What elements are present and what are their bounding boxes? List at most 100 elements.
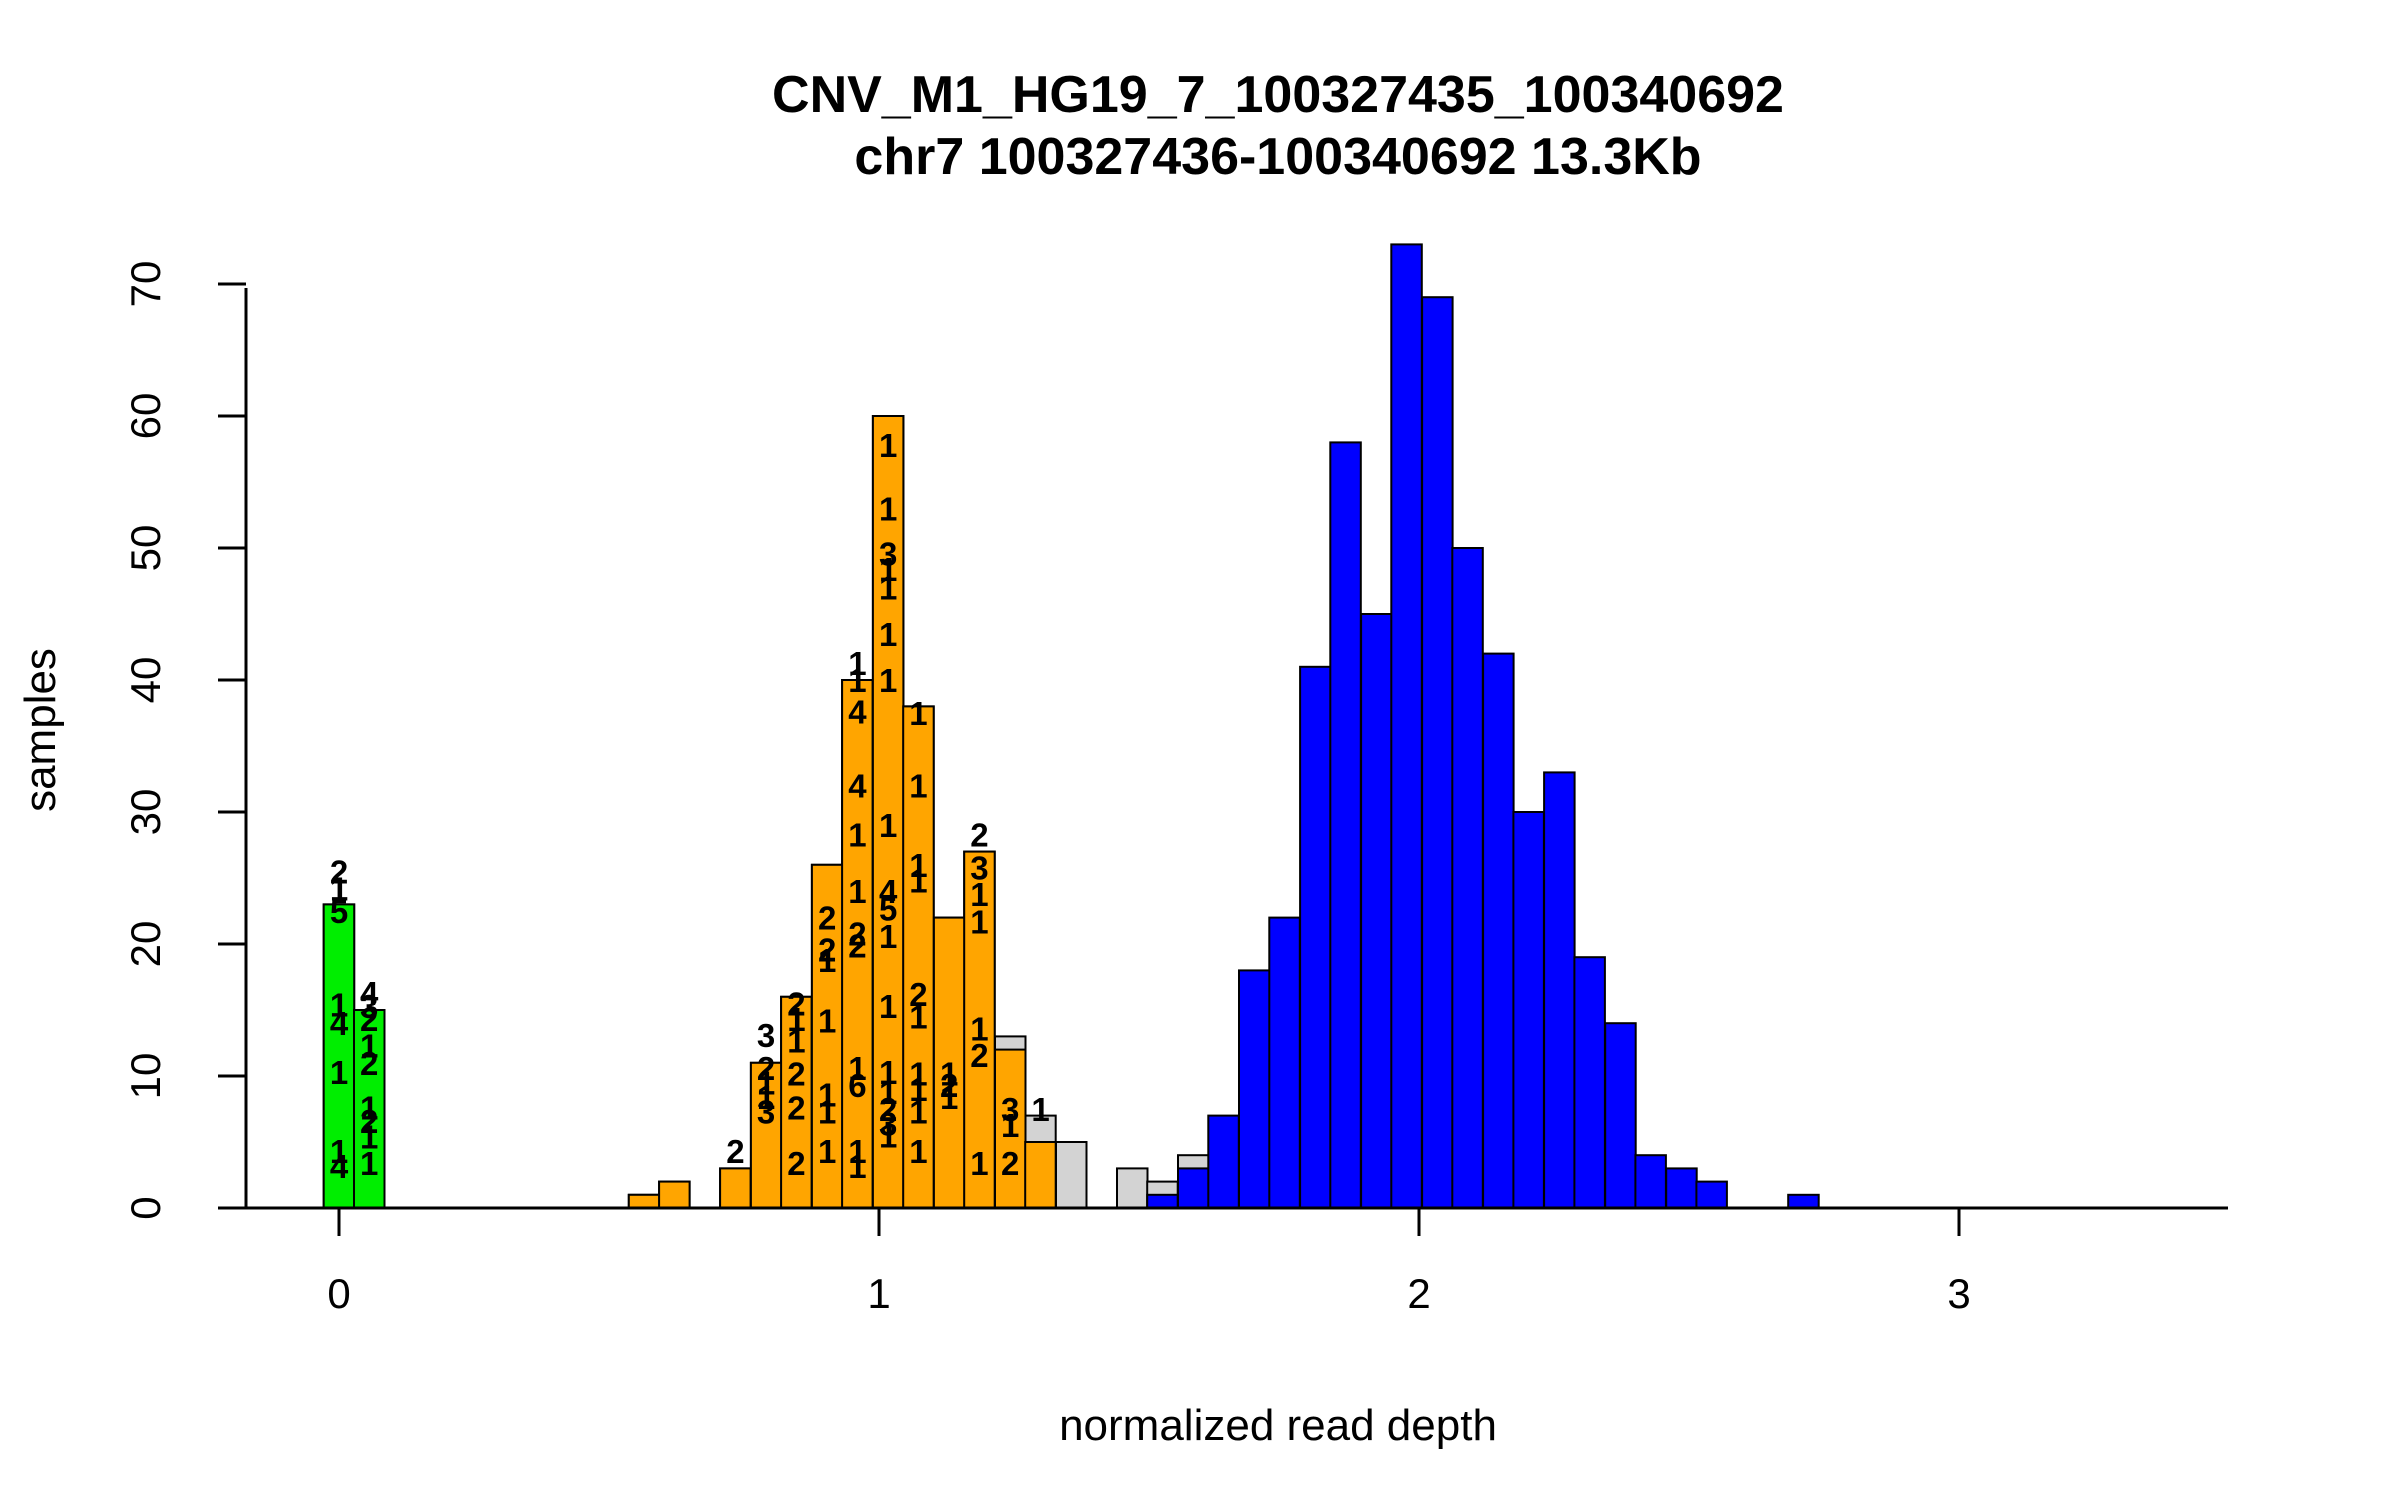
bar-count-label: 2 bbox=[360, 1103, 378, 1140]
bar-count-label: 1 bbox=[940, 1055, 958, 1092]
bar-count-label: 1 bbox=[818, 1003, 836, 1040]
bar-count-label: 5 bbox=[879, 890, 897, 927]
bar-two_copy-5 bbox=[1299, 665, 1332, 1209]
bar-one_copy-8 bbox=[902, 705, 935, 1210]
x-tick-label: 3 bbox=[1947, 1270, 1970, 1317]
bar-one_copy-1 bbox=[658, 1180, 691, 1209]
x-tick-label: 0 bbox=[327, 1270, 350, 1317]
bar-total-16 bbox=[1116, 1167, 1149, 1210]
bar-count-label: 1 bbox=[848, 1050, 866, 1087]
bar-count-label: 1 bbox=[360, 1028, 378, 1065]
bar-count-label: 1 bbox=[1031, 1091, 1049, 1128]
bar-zero_copy-1 bbox=[353, 1009, 386, 1209]
bar-count-label: 1 bbox=[879, 551, 897, 588]
bar-count-label: 1 bbox=[1001, 1107, 1019, 1144]
bar-count-label: 1 bbox=[970, 876, 988, 913]
bar-count-label: 1 bbox=[879, 616, 897, 653]
bar-two_copy-11 bbox=[1482, 652, 1515, 1209]
bar-count-label: 2 bbox=[879, 1091, 897, 1128]
bar-count-label: 1 bbox=[909, 999, 927, 1036]
bar-count-label: 1 bbox=[848, 816, 866, 853]
bar-count-label: 4 bbox=[360, 975, 379, 1012]
bar-count-label: 3 bbox=[360, 988, 378, 1025]
x-tick-label: 1 bbox=[867, 1270, 890, 1317]
bar-two_copy-12 bbox=[1512, 811, 1545, 1209]
bar-count-label: 1 bbox=[909, 1071, 927, 1108]
bar-count-label: 2 bbox=[360, 1045, 378, 1082]
bar-two_copy-8 bbox=[1390, 243, 1423, 1209]
bar-count-label: 2 bbox=[970, 1037, 988, 1074]
bar-count-label: 2 bbox=[848, 915, 866, 952]
chart-title: CNV_M1_HG19_7_100327435_100340692 bbox=[772, 66, 1784, 124]
bar-one_copy-3 bbox=[749, 1061, 783, 1210]
bar-count-label: 1 bbox=[879, 918, 897, 955]
bar-count-label: 1 bbox=[970, 1145, 988, 1182]
bar-count-label: 4 bbox=[330, 1148, 349, 1185]
bar-count-label: 1 bbox=[879, 427, 897, 464]
bar-count-label: 2 bbox=[757, 1050, 775, 1087]
bar-count-label: 3 bbox=[757, 1094, 775, 1131]
bar-count-label: 1 bbox=[879, 570, 897, 607]
bar-two_copy-17 bbox=[1665, 1167, 1698, 1210]
y-axis-label: samples bbox=[16, 648, 65, 812]
y-tick-label: 0 bbox=[122, 1196, 169, 1219]
bar-count-label: 1 bbox=[909, 768, 927, 805]
bar-total-15 bbox=[1055, 1141, 1088, 1209]
bar-two_copy-9 bbox=[1421, 296, 1454, 1209]
x-axis-label: normalized read depth bbox=[1059, 1401, 1497, 1450]
bar-count-label: 2 bbox=[818, 931, 836, 968]
bar-count-label: 1 bbox=[818, 1133, 836, 1170]
bar-count-label: 1 bbox=[909, 695, 927, 732]
chart-subtitle: chr7 100327436-100340692 13.3Kb bbox=[854, 128, 1701, 186]
bar-zero_copy-0 bbox=[322, 903, 356, 1210]
bar-count-label: 4 bbox=[879, 873, 898, 910]
bar-count-label: 2 bbox=[726, 1133, 744, 1170]
bar-one_copy-12 bbox=[1024, 1141, 1057, 1209]
bar-two_copy-6 bbox=[1329, 441, 1362, 1209]
y-tick-label: 50 bbox=[122, 525, 169, 572]
bar-count-label: 1 bbox=[818, 942, 836, 979]
bar-count-label: 1 bbox=[330, 871, 348, 908]
bar-count-label: 1 bbox=[970, 1011, 988, 1048]
bar-count-label: 2 bbox=[940, 1067, 958, 1104]
bar-count-label: 2 bbox=[787, 1145, 805, 1182]
bar-count-label: 2 bbox=[818, 900, 836, 937]
bar-one_copy-9 bbox=[932, 916, 966, 1209]
bar-count-label: 1 bbox=[818, 1094, 836, 1131]
bar-count-label: 1 bbox=[848, 645, 866, 682]
bar-count-label: 1 bbox=[757, 1065, 775, 1102]
bar-count-label: 1 bbox=[970, 904, 988, 941]
y-tick-label: 30 bbox=[122, 789, 169, 836]
y-tick-label: 70 bbox=[122, 261, 169, 308]
bar-count-label: 1 bbox=[879, 988, 897, 1025]
bar-count-label: 1 bbox=[879, 1074, 897, 1111]
bar-count-label: 2 bbox=[787, 1090, 805, 1127]
bar-count-label: 2 bbox=[787, 1055, 805, 1092]
bar-count-label: 4 bbox=[848, 694, 867, 731]
bar-count-label: 2 bbox=[330, 853, 348, 890]
y-tick-label: 20 bbox=[122, 921, 169, 968]
bar-count-label: 1 bbox=[909, 847, 927, 884]
bar-count-label: 1 bbox=[848, 873, 866, 910]
bar-count-label: 1 bbox=[909, 1094, 927, 1131]
bar-count-label: 2 bbox=[909, 976, 927, 1013]
x-tick-label: 2 bbox=[1407, 1270, 1430, 1317]
bar-one_copy-11 bbox=[994, 1048, 1027, 1209]
bar-count-label: 1 bbox=[879, 1117, 897, 1154]
bar-two_copy-13 bbox=[1543, 771, 1576, 1210]
bar-two_copy-19 bbox=[1787, 1193, 1820, 1210]
bar-count-label: 3 bbox=[970, 849, 988, 886]
y-tick-label: 60 bbox=[122, 393, 169, 440]
bar-one_copy-5 bbox=[810, 863, 844, 1209]
bar-count-label: 1 bbox=[330, 1054, 348, 1091]
bar-two_copy-0 bbox=[1146, 1193, 1179, 1210]
bar-two_copy-16 bbox=[1634, 1154, 1667, 1209]
bar-count-label: 1 bbox=[879, 1054, 897, 1091]
bar-count-label: 1 bbox=[879, 662, 897, 699]
bar-count-label: 1 bbox=[940, 1079, 958, 1116]
bar-two_copy-15 bbox=[1604, 1022, 1637, 1210]
bar-count-label: 1 bbox=[787, 1001, 805, 1038]
bar-count-label: 4 bbox=[330, 1005, 349, 1042]
bar-count-label: 1 bbox=[787, 1022, 805, 1059]
bar-count-label: 1 bbox=[330, 1133, 348, 1170]
